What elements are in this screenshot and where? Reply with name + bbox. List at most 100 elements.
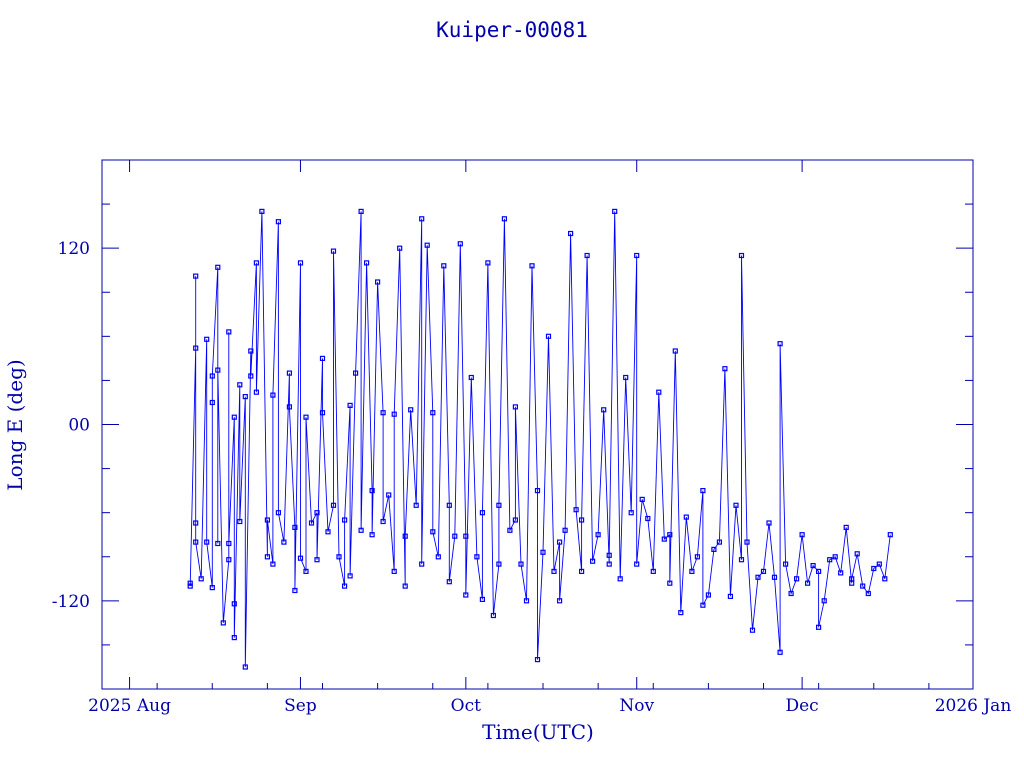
data-point [871, 565, 877, 572]
data-point [815, 568, 822, 575]
data-point [215, 367, 221, 373]
data-point [689, 568, 695, 575]
data-point [237, 382, 243, 388]
data-point [749, 627, 756, 633]
data-point [204, 539, 210, 545]
y-axis-label: Long E (deg) [3, 359, 27, 490]
data-point [562, 527, 568, 533]
data-point [231, 634, 237, 641]
data-point [782, 561, 789, 567]
data-point [242, 664, 248, 670]
data-point [286, 404, 292, 410]
data-point [358, 527, 364, 533]
data-point [193, 520, 199, 526]
data-point [573, 507, 579, 513]
data-point [578, 517, 585, 523]
data-point [634, 252, 640, 259]
data-point [226, 557, 232, 563]
data-point [479, 510, 485, 516]
y-tick-label: 00 [68, 416, 90, 436]
data-point [865, 590, 871, 597]
data-point [589, 558, 596, 564]
data-point [193, 539, 199, 545]
data-point [468, 374, 474, 381]
data-point [760, 568, 767, 575]
data-point [678, 609, 684, 616]
data-point [226, 540, 232, 547]
data-point [694, 554, 701, 560]
data-point [413, 502, 419, 508]
y-tick-label: 120 [58, 239, 90, 259]
data-point [215, 264, 221, 270]
data-point [347, 573, 353, 579]
x-axis-ticks: 2025 Aug Sep Oct Nov Dec 2026 Jan [88, 160, 1011, 716]
data-point [391, 411, 397, 417]
series-layer [187, 208, 893, 670]
data-point [408, 407, 414, 413]
data-point [606, 561, 612, 567]
data-point [821, 598, 827, 604]
data-point [849, 576, 855, 582]
data-point [771, 574, 778, 580]
data-point [452, 533, 458, 539]
data-point [402, 533, 408, 539]
data-point [253, 260, 259, 266]
data-point [882, 576, 888, 582]
data-point [330, 502, 337, 508]
data-point [419, 216, 425, 222]
data-point [656, 389, 662, 395]
data-point [446, 579, 452, 585]
data-point [799, 532, 805, 538]
data-point [843, 524, 849, 531]
data-point [623, 374, 629, 381]
data-point [490, 612, 496, 619]
data-point [358, 208, 364, 214]
data-point [606, 552, 612, 558]
data-point [529, 263, 535, 269]
data-point [419, 561, 425, 567]
data-point [292, 524, 298, 531]
data-point [330, 248, 337, 254]
data-point [617, 576, 623, 582]
data-point [777, 649, 783, 655]
data-point [512, 404, 519, 410]
data-point [788, 590, 794, 597]
data-point [253, 389, 259, 395]
data-point [854, 551, 860, 557]
data-point [810, 562, 816, 569]
data-point [518, 561, 524, 567]
data-point [738, 252, 745, 259]
x-tick-label: Oct [451, 696, 481, 716]
data-point [667, 580, 673, 586]
data-point [297, 260, 304, 266]
data-point [612, 208, 618, 214]
data-point [722, 366, 728, 372]
data-point [286, 370, 292, 376]
data-point [375, 279, 381, 285]
x-axis-label: Time(UTC) [482, 720, 594, 744]
data-point [292, 587, 298, 594]
data-point [342, 517, 348, 523]
data-point [645, 515, 651, 522]
data-point [755, 574, 761, 580]
data-point [441, 263, 447, 269]
x-tick-label: Nov [619, 696, 654, 716]
data-point [578, 568, 585, 575]
data-point [711, 546, 717, 553]
chart-title: Kuiper-00081 [436, 18, 588, 42]
data-point [369, 488, 375, 494]
data-point [507, 527, 513, 533]
data-point [584, 252, 590, 259]
data-point [187, 580, 193, 586]
data-point [556, 598, 563, 604]
data-point [672, 348, 678, 354]
data-point [209, 399, 215, 406]
data-point [700, 602, 706, 608]
data-point [705, 592, 712, 598]
data-point [860, 583, 866, 589]
data-point [634, 561, 640, 567]
data-point [496, 561, 502, 567]
data-point [264, 517, 270, 523]
y-axis-ticks: 120 00 -120 [52, 203, 973, 646]
